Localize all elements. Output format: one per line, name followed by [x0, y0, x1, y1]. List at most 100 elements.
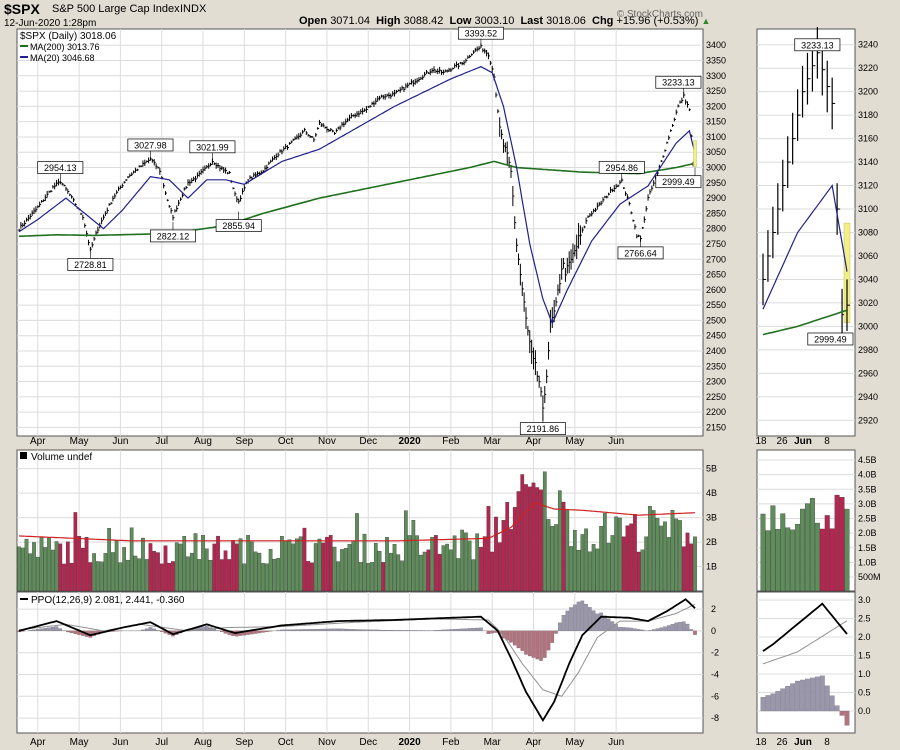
- annotation-label: 2954.86: [605, 163, 638, 173]
- histogram-bar: [554, 630, 558, 634]
- volume-bar: [580, 534, 585, 592]
- zoom-histogram-bar: [785, 685, 791, 712]
- volume-bar: [610, 535, 615, 592]
- volume-bar: [554, 524, 558, 592]
- histogram-bar: [591, 610, 596, 631]
- volume-bar: [539, 489, 543, 592]
- histogram-bar: [54, 626, 59, 631]
- y-tick-label: 3140: [858, 157, 878, 167]
- histogram-bar: [659, 627, 663, 631]
- volume-bar: [693, 536, 697, 592]
- volume-bar: [81, 547, 85, 592]
- volume-bar: [403, 510, 408, 592]
- y-tick-label: 2B: [706, 537, 717, 547]
- price-panel: [16, 28, 704, 437]
- legend-ma20: MA(20) 3046.68: [30, 53, 95, 63]
- y-tick-label: 0: [711, 626, 716, 636]
- volume-bar: [422, 551, 427, 592]
- histogram-bar: [625, 627, 630, 631]
- volume-bar: [167, 562, 172, 592]
- volume-bar: [355, 513, 359, 592]
- volume-bar: [490, 551, 495, 592]
- volume-bar: [231, 540, 235, 592]
- histogram-bar: [542, 630, 547, 658]
- histogram-bar: [197, 627, 202, 631]
- y-tick-label: 1.5: [858, 651, 871, 661]
- zoom-x-tick-label: 8: [824, 737, 830, 748]
- zoom-histogram-bar: [839, 710, 845, 716]
- histogram-bar: [261, 630, 265, 633]
- annotation-label: 3393.52: [465, 29, 498, 39]
- histogram-bar: [310, 629, 314, 631]
- volume-bar: [452, 535, 457, 592]
- annotation-box: [457, 26, 504, 40]
- volume-bar: [193, 533, 198, 592]
- volume-bar: [261, 563, 265, 592]
- volume-bar: [148, 543, 153, 592]
- histogram-bar: [584, 603, 588, 631]
- volume-bar: [118, 562, 123, 592]
- histogram-bar: [527, 630, 532, 657]
- histogram-bar: [276, 630, 280, 631]
- histogram-bar: [689, 629, 694, 631]
- volume-bar: [618, 517, 622, 592]
- volume-bar: [651, 510, 656, 592]
- y-tick-label: 0.5: [858, 688, 871, 698]
- histogram-bar: [640, 629, 645, 631]
- y-tick-label: 5B: [706, 464, 717, 474]
- y-tick-label: 2920: [858, 415, 878, 425]
- y-tick-label: 2350: [706, 361, 726, 371]
- volume-bar: [633, 514, 637, 592]
- zoom-volume-bar: [805, 503, 810, 592]
- y-tick-label: 2500: [706, 315, 726, 325]
- zoom-volume-bar: [770, 505, 776, 592]
- x-tick-label: 2020: [398, 436, 421, 447]
- histogram-bar: [531, 630, 536, 658]
- volume-bar: [419, 554, 423, 592]
- annotation-label: 2766.64: [624, 248, 657, 258]
- volume-bar: [520, 474, 525, 592]
- volume-bar: [178, 543, 183, 592]
- last-value: 3018.06: [546, 15, 586, 27]
- volume-bar: [171, 561, 175, 592]
- histogram-bar: [32, 629, 36, 631]
- zoom-x-tick-label: 18: [755, 436, 767, 447]
- zoom-histogram-bar: [829, 695, 835, 712]
- open-value: 3071.04: [330, 15, 370, 27]
- annotation-box: [215, 219, 262, 232]
- zoom-histogram-bar: [775, 691, 781, 712]
- zoom-volume-bar: [795, 524, 801, 592]
- annotation-label: 2855.94: [222, 221, 255, 231]
- zoom-volume-bar: [824, 515, 830, 592]
- volume-bar: [272, 558, 277, 592]
- volume-bar: [58, 543, 63, 592]
- volume-bar: [381, 562, 386, 592]
- volume-bar: [467, 540, 472, 592]
- volume-bar: [253, 551, 258, 592]
- volume-bar: [636, 551, 641, 592]
- volume-bar: [621, 536, 626, 592]
- up-arrow-icon: ▲: [701, 16, 711, 26]
- volume-bar: [437, 553, 442, 592]
- volume-bar: [494, 516, 498, 592]
- x-tick-label: Mar: [484, 737, 502, 748]
- y-tick-label: 1.0B: [858, 557, 877, 567]
- histogram-bar: [156, 630, 160, 631]
- zoom-volume-bar: [819, 528, 825, 592]
- volume-bar: [501, 520, 506, 592]
- volume-bar: [358, 562, 363, 592]
- volume-bar: [107, 528, 111, 592]
- annotation-box: [67, 258, 114, 271]
- histogram-bar: [663, 626, 667, 631]
- histogram-bar: [449, 629, 453, 631]
- timestamp: 12-Jun-2020 1:28pm: [4, 18, 97, 29]
- volume-bar: [250, 541, 254, 592]
- histogram-bar: [351, 629, 356, 631]
- volume-bar: [351, 541, 356, 592]
- y-tick-label: 1.5B: [858, 543, 877, 553]
- volume-bar: [212, 543, 217, 592]
- histogram-bar: [392, 630, 397, 631]
- histogram-bar: [51, 626, 55, 631]
- x-tick-label: Sep: [235, 436, 253, 447]
- volume-bar: [122, 547, 126, 592]
